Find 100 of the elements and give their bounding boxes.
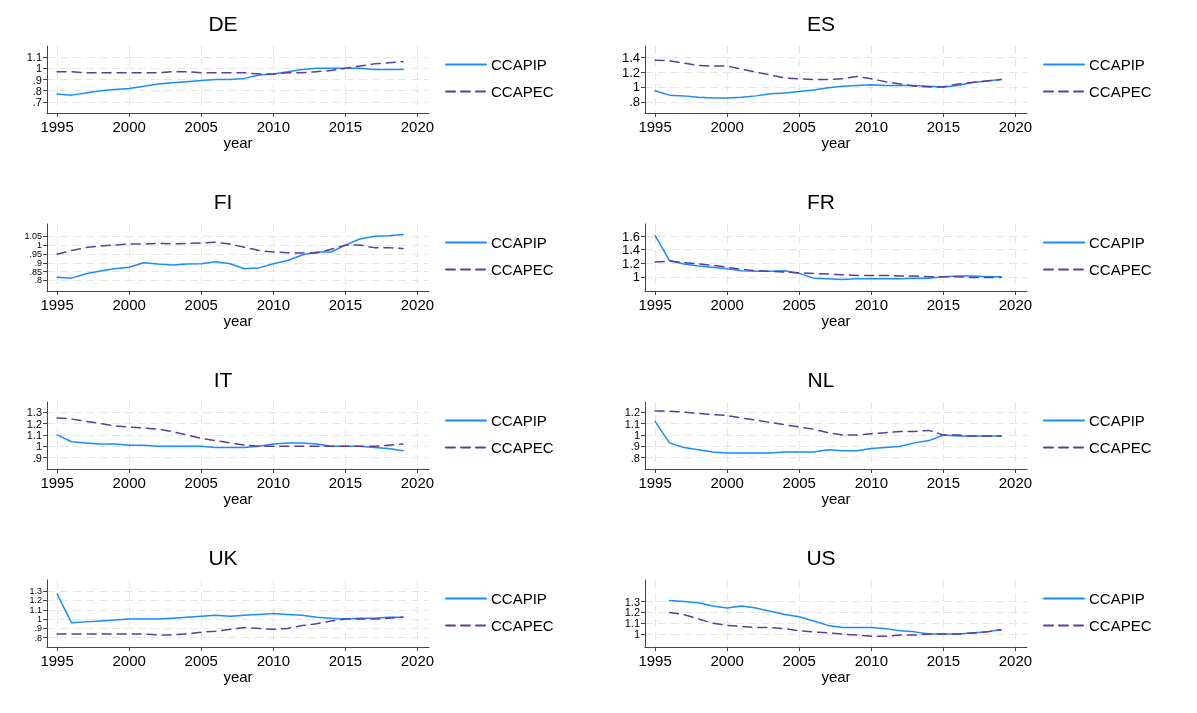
x-axis-title: year [821,490,851,507]
x-axis-title: year [821,134,851,151]
y-tick-label: 1.1 [29,604,42,615]
x-axis-title: year [223,490,253,507]
y-tick-label: .9 [34,257,42,268]
x-tick-label: 2000 [710,474,744,491]
x-tick-label: 2020 [400,296,435,313]
y-tick-label: .9 [32,73,42,86]
y-tick-label: 1.2 [624,406,640,419]
y-tick-label: 1 [36,614,42,625]
y-tick-label: .8 [32,84,42,97]
x-tick-label: 2005 [184,474,218,491]
x-tick-label: 2020 [400,652,435,669]
legend-label: CCAPEC [1089,83,1152,100]
line-series [654,59,1002,88]
legend-label: CCAPIP [491,56,547,73]
x-tick-label: 1995 [638,118,672,135]
y-tick-label: .8 [629,94,640,110]
x-tick-label: 2005 [782,474,816,491]
x-tick-label: 2010 [854,652,888,669]
x-tick-label: 1995 [40,652,74,669]
line-series [654,410,1002,437]
line-series [56,241,404,256]
y-tick-label: 1 [632,269,640,285]
x-tick-label: 2020 [998,118,1033,135]
legend-label: CCAPIP [491,412,547,429]
chart-title: ES [806,12,836,35]
x-tick-label: 2005 [782,652,816,669]
chart-title: FI [213,190,233,213]
x-tick-label: 2015 [328,474,363,491]
x-tick-label: 2005 [184,652,218,669]
y-tick-label: 1.6 [621,228,640,244]
x-tick-label: 2010 [256,652,290,669]
x-tick-label: 2000 [710,652,744,669]
x-tick-label: 2010 [256,296,290,313]
legend-label: CCAPIP [1089,56,1145,73]
x-tick-label: 2000 [112,474,146,491]
y-tick-label: 1.1 [624,617,640,630]
x-tick-label: 2000 [112,118,146,135]
x-tick-label: 2015 [926,652,961,669]
x-tick-label: 2010 [854,118,888,135]
y-tick-label: 1 [36,240,42,251]
x-tick-label: 1995 [638,652,672,669]
x-axis-title: year [223,134,253,151]
x-tick-label: 2020 [400,118,435,135]
x-tick-label: 2000 [710,296,744,313]
legend-label: CCAPEC [1089,261,1152,278]
y-tick-label: 1.2 [621,255,640,271]
legend-label: CCAPIP [491,234,547,251]
y-tick-label: .7 [32,95,42,108]
x-tick-label: 2005 [184,296,218,313]
line-series [56,593,404,624]
y-tick-label: 1.3 [26,406,42,419]
x-tick-label: 2020 [998,652,1033,669]
y-tick-label: 1.1 [26,428,42,441]
y-tick-label: 1.05 [24,231,42,242]
x-tick-label: 2015 [926,474,961,491]
x-axis-title: year [223,668,253,685]
x-tick-label: 2015 [926,296,961,313]
line-series [654,260,1002,279]
y-tick-label: 1.3 [624,595,640,608]
line-series [56,616,404,636]
y-tick-label: 1.2 [624,606,640,619]
legend-label: CCAPIP [1089,412,1145,429]
y-tick-label: 1.2 [26,417,42,430]
x-tick-label: 2015 [328,652,363,669]
x-tick-label: 2010 [854,296,888,313]
line-series [668,611,1002,637]
x-axis-title: year [821,312,851,329]
y-tick-label: .9 [34,623,42,634]
y-tick-label: .8 [630,451,640,464]
y-tick-label: 1 [633,628,640,641]
x-tick-label: 1995 [40,118,74,135]
x-tick-label: 1995 [40,296,74,313]
y-tick-label: 1.3 [29,586,42,597]
x-tick-label: 2005 [184,118,218,135]
legend-label: CCAPEC [491,439,554,456]
y-tick-label: 1 [35,62,42,75]
y-tick-label: 1.1 [624,417,640,430]
y-tick-label: .9 [32,451,42,464]
x-tick-label: 2015 [926,118,961,135]
x-tick-label: 2020 [998,296,1033,313]
legend-label: CCAPEC [491,617,554,634]
x-axis-title: year [821,668,851,685]
y-tick-label: 1 [35,440,42,453]
chart-title: NL [807,368,835,391]
y-tick-label: 1 [633,428,640,441]
x-tick-label: 2010 [256,118,290,135]
y-tick-label: .85 [29,266,42,277]
x-tick-label: 1995 [638,296,672,313]
y-tick-label: .95 [29,248,42,259]
y-tick-label: 1.2 [621,64,640,80]
legend-label: CCAPEC [491,261,554,278]
x-tick-label: 2015 [328,118,363,135]
y-tick-label: 1.2 [29,595,42,606]
chart-title: FR [807,190,835,213]
x-tick-label: 2000 [710,118,744,135]
chart-title: DE [208,12,238,35]
legend-label: CCAPEC [491,83,554,100]
y-tick-label: .9 [630,440,640,453]
